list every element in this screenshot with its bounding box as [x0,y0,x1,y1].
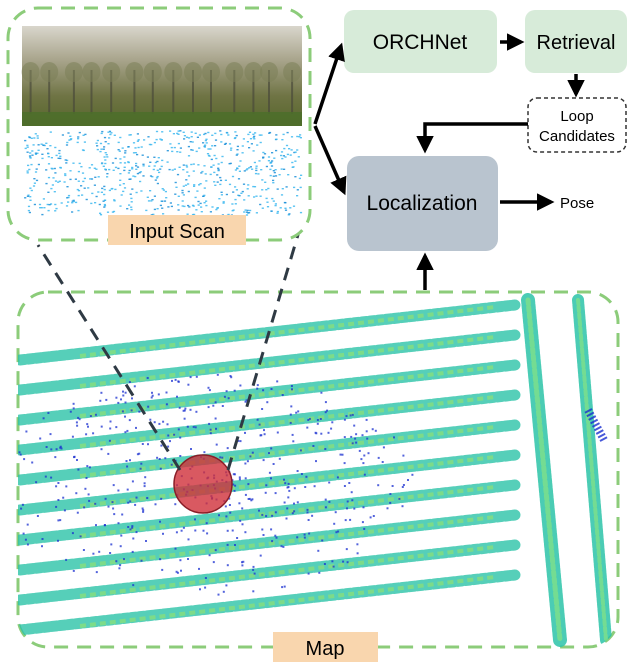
input-scan-panel [6,6,312,242]
map-point-cloud [18,293,612,647]
arrow-loop-to-localization [416,122,528,154]
loop-label-line1: Loop [560,108,593,125]
map-label-box: Map [273,632,378,662]
map-right-rows [521,293,612,647]
orchnet-label: ORCHNet [373,31,468,54]
retrieval-label: Retrieval [537,32,616,54]
zoom-line-right [226,227,302,471]
arrow-scan-to-orchnet [313,42,345,125]
query-location-marker [173,454,233,514]
localization-label: Localization [367,192,478,215]
loop-label-line2: Candidates [539,128,615,145]
lidar-scan-image [22,126,303,218]
flow-arrows [313,33,585,290]
zoom-line-left [36,244,182,471]
loop-candidates-node: Loop Candidates [527,97,627,153]
input-scan-label-box: Input Scan [108,215,246,245]
camera-image [21,26,302,126]
retrieval-node: Retrieval [525,10,627,73]
pose-label: Pose [560,195,594,212]
map-panel [16,290,620,649]
arrow-scan-to-localization [313,125,347,196]
localization-node: Localization [347,156,498,251]
orchnet-node: ORCHNet [344,10,497,73]
map-label: Map [306,638,345,660]
input-scan-label: Input Scan [129,221,225,243]
